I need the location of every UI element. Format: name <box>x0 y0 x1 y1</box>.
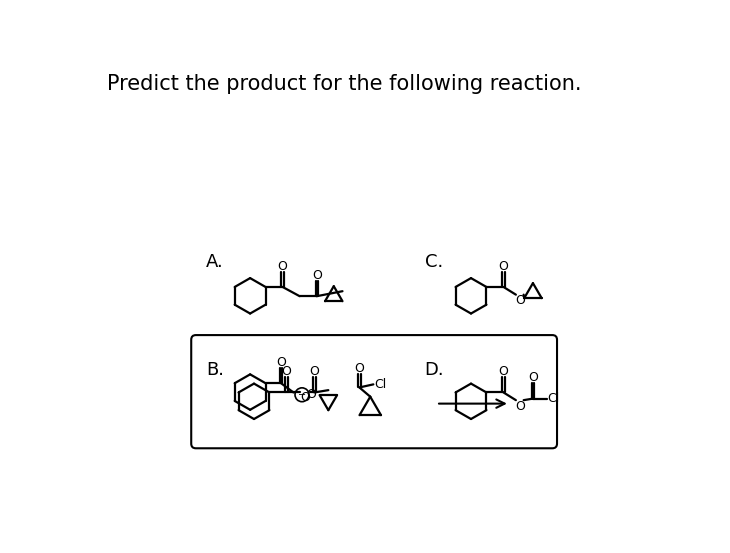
Text: −: − <box>298 390 306 400</box>
Text: O: O <box>277 260 288 273</box>
Text: Cl: Cl <box>548 392 560 405</box>
Text: O: O <box>312 269 322 282</box>
Text: A.: A. <box>206 253 223 272</box>
Text: O: O <box>310 365 319 378</box>
Text: O: O <box>300 392 310 404</box>
Text: O: O <box>515 294 525 307</box>
Text: O: O <box>307 388 316 401</box>
Text: B.: B. <box>206 361 224 379</box>
Text: O: O <box>355 362 364 375</box>
Text: O: O <box>515 400 525 413</box>
Text: O: O <box>528 371 538 384</box>
Text: Cl: Cl <box>374 378 386 391</box>
Text: O: O <box>499 365 508 378</box>
Text: C.: C. <box>425 253 443 272</box>
Text: O: O <box>499 260 508 273</box>
Text: Predict the product for the following reaction.: Predict the product for the following re… <box>107 74 581 94</box>
Text: O: O <box>276 356 286 369</box>
Text: O: O <box>282 365 291 378</box>
Text: D.: D. <box>425 361 444 379</box>
